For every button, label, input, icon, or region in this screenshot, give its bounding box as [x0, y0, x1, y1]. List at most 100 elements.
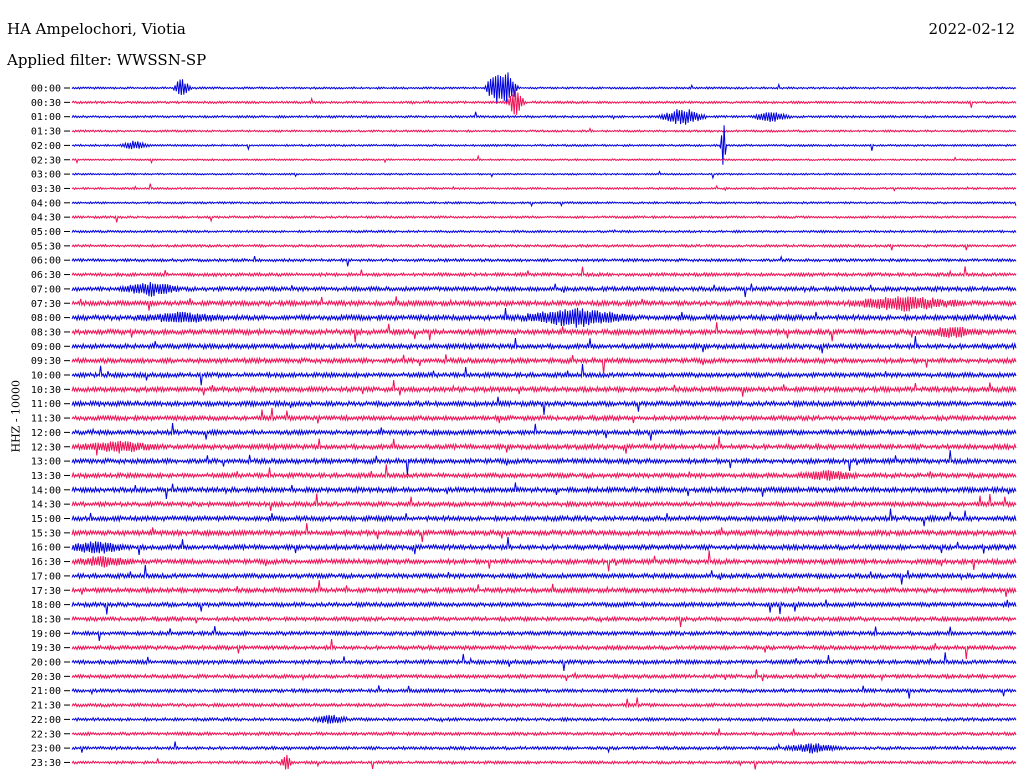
seismic-trace: [71, 423, 1017, 441]
row-time-label: 07:30: [31, 299, 61, 310]
seismic-trace: [71, 741, 1017, 754]
row-time-label: 08:00: [31, 313, 61, 324]
row-time-label: 02:00: [31, 141, 61, 152]
seismic-trace: [71, 243, 1017, 251]
row-time-label: 07:00: [31, 284, 61, 295]
seismic-trace: [71, 652, 1017, 672]
seismic-trace: [71, 200, 1017, 208]
row-time-label: 15:30: [31, 528, 61, 539]
row-time-label: 02:30: [31, 155, 61, 166]
row-time-label: 23:00: [31, 744, 61, 755]
row-time-label: 05:00: [31, 227, 61, 238]
station-title: HA Ampelochori, Viotia: [7, 20, 186, 38]
seismic-trace: [71, 307, 1017, 328]
seismic-trace: [71, 436, 1017, 456]
row-time-label: 06:00: [31, 256, 61, 267]
seismic-trace: [71, 714, 1017, 724]
seismic-trace: [71, 580, 1017, 597]
seismic-trace: [71, 125, 1017, 165]
seismic-trace: [71, 396, 1017, 416]
row-time-label: 01:00: [31, 112, 61, 123]
seismic-trace: [71, 170, 1017, 180]
row-time-label: 23:30: [31, 758, 61, 769]
row-time-label: 18:30: [31, 614, 61, 625]
row-time-label: 06:30: [31, 270, 61, 281]
seismic-trace: [71, 228, 1017, 234]
seismic-trace: [71, 450, 1017, 476]
row-time-label: 08:30: [31, 327, 61, 338]
row-time-label: 17:00: [31, 571, 61, 582]
row-time-label: 03:00: [31, 170, 61, 181]
seismic-trace: [71, 109, 1017, 125]
row-time-label: 19:00: [31, 629, 61, 640]
seismic-trace: [71, 281, 1017, 298]
seismic-trace: [71, 639, 1017, 660]
row-time-label: 11:00: [31, 399, 61, 410]
date-label: 2022-02-12: [928, 20, 1015, 38]
seismic-trace: [71, 508, 1017, 527]
seismic-trace: [71, 296, 1017, 312]
row-time-label: 12:30: [31, 442, 61, 453]
seismic-trace: [71, 266, 1017, 278]
row-time-label: 01:30: [31, 127, 61, 138]
seismic-trace: [71, 154, 1017, 165]
row-time-label: 03:30: [31, 184, 61, 195]
row-time-label: 12:00: [31, 428, 61, 439]
row-time-label: 11:30: [31, 414, 61, 425]
seismic-trace: [71, 127, 1017, 134]
seismic-trace: [71, 482, 1017, 500]
row-time-label: 16:00: [31, 543, 61, 554]
seismic-trace: [71, 626, 1017, 641]
row-time-label: 09:00: [31, 342, 61, 353]
seismic-trace: [71, 380, 1017, 397]
row-time-label: 10:30: [31, 385, 61, 396]
row-time-label: 04:30: [31, 213, 61, 224]
row-time-label: 15:00: [31, 514, 61, 525]
seismic-trace: [71, 754, 1017, 770]
row-time-label: 17:30: [31, 586, 61, 597]
row-time-label: 20:30: [31, 672, 61, 683]
row-time-label: 00:00: [31, 84, 61, 95]
seismic-trace: [71, 523, 1017, 543]
row-time-label: 16:30: [31, 557, 61, 568]
row-time-label: 13:00: [31, 457, 61, 468]
row-time-label: 22:00: [31, 715, 61, 726]
seismic-trace: [71, 72, 1017, 105]
filter-label: Applied filter: WWSSN-SP: [7, 51, 207, 69]
seismic-trace: [71, 183, 1017, 192]
row-time-label: 21:00: [31, 686, 61, 697]
seismic-trace: [71, 322, 1017, 343]
row-time-label: 20:00: [31, 658, 61, 669]
seismic-trace: [71, 728, 1017, 737]
seismic-trace: [71, 669, 1017, 682]
seismic-trace: [71, 697, 1017, 709]
row-time-label: 14:30: [31, 500, 61, 511]
seismic-trace: [71, 536, 1017, 556]
row-time-label: 00:30: [31, 98, 61, 109]
row-time-label: 09:30: [31, 356, 61, 367]
seismic-trace: [71, 407, 1017, 424]
seismic-trace: [71, 335, 1017, 354]
row-time-label: 14:00: [31, 485, 61, 496]
seismic-trace: [71, 363, 1017, 386]
seismic-trace: [71, 615, 1017, 628]
row-time-label: 13:30: [31, 471, 61, 482]
row-time-label: 21:30: [31, 701, 61, 712]
seismic-trace: [71, 685, 1017, 699]
row-time-label: 04:00: [31, 198, 61, 209]
seismic-trace: [71, 493, 1017, 511]
seismic-trace: [71, 215, 1017, 223]
seismic-trace: [71, 550, 1017, 572]
row-time-label: 10:00: [31, 371, 61, 382]
seismic-trace: [71, 599, 1017, 615]
seismic-trace: [71, 464, 1017, 481]
row-time-label: 05:30: [31, 241, 61, 252]
seismic-trace: [71, 88, 1017, 115]
seismic-trace: [71, 354, 1017, 375]
row-time-label: 19:30: [31, 643, 61, 654]
seismic-trace: [71, 564, 1017, 585]
row-time-label: 22:30: [31, 729, 61, 740]
y-axis-label: HHZ - 10000: [9, 379, 23, 453]
seismic-trace: [71, 255, 1017, 267]
